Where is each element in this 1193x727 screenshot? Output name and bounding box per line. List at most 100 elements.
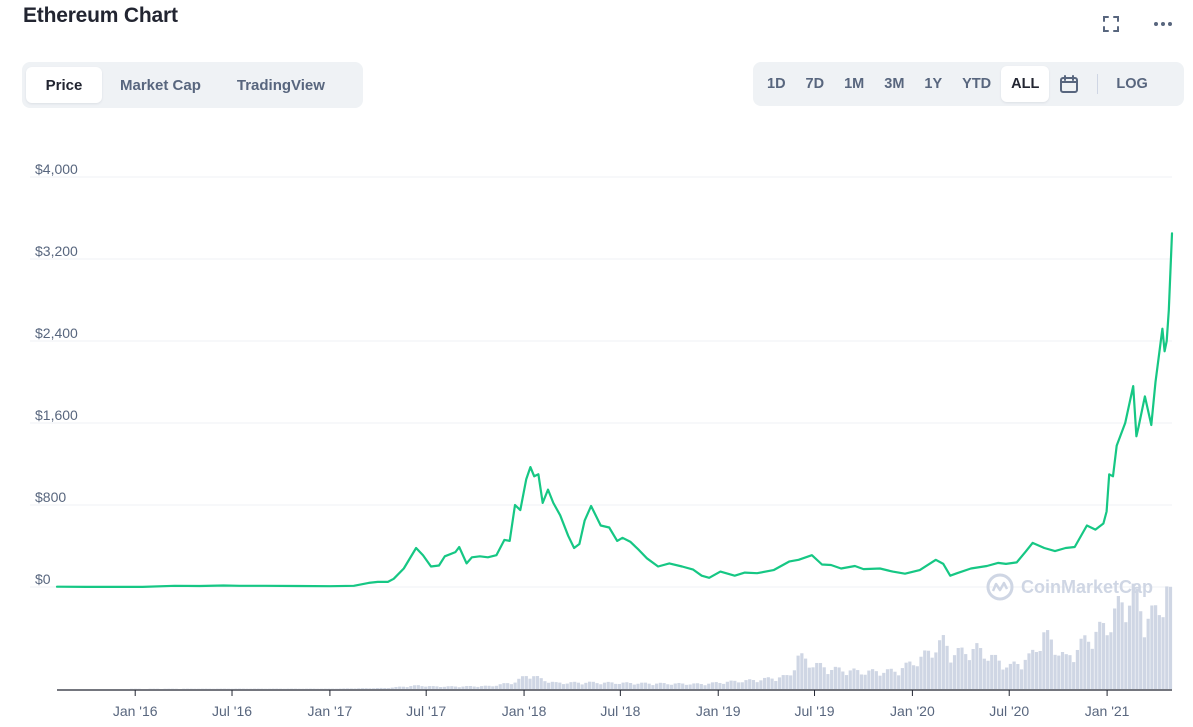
volume-bar (1049, 639, 1053, 689)
volume-bar (662, 683, 666, 689)
volume-bar (610, 682, 614, 689)
volume-bar (978, 648, 983, 689)
volume-bar (975, 643, 979, 689)
range-1m-button[interactable]: 1M (844, 76, 865, 92)
volume-bar (1157, 615, 1161, 689)
volume-bar (1146, 618, 1150, 689)
volume-bar (1098, 621, 1102, 689)
volume-bar (1068, 655, 1072, 689)
volume-bar (669, 684, 674, 689)
volume-bar (535, 676, 540, 689)
volume-bar (599, 684, 603, 689)
x-tick-label: Jul '16 (212, 703, 252, 719)
more-icon[interactable] (1151, 12, 1175, 36)
volume-bar (956, 648, 960, 689)
volume-bar (1120, 602, 1124, 689)
volume-bar (1154, 605, 1158, 689)
volume-bar (617, 683, 621, 689)
volume-bar (651, 685, 655, 689)
volume-bar (506, 683, 510, 689)
volume-bar (565, 683, 569, 689)
volume-bar (833, 666, 837, 689)
volume-bar (1001, 669, 1005, 689)
volume-bar (427, 686, 432, 689)
volume-bar (1072, 662, 1076, 689)
volume-bar (375, 688, 379, 689)
volume-bar (878, 675, 882, 689)
volume-bar (558, 682, 562, 689)
range-3m-button[interactable]: 3M (884, 76, 905, 92)
volume-bar (692, 683, 696, 689)
volume-bar (401, 686, 406, 689)
volume-bar (483, 685, 487, 689)
volume-bar (602, 682, 607, 689)
volume-bar (751, 680, 756, 689)
volume-bar (897, 675, 901, 689)
volume-bar (818, 662, 823, 689)
x-tick-label: Jan '20 (890, 703, 935, 719)
volume-bar (941, 635, 945, 689)
volume-bar (595, 683, 599, 689)
volume-bar (748, 679, 752, 689)
volume-bar (729, 680, 733, 689)
volume-bar (580, 684, 584, 689)
volume-bar (1038, 651, 1042, 689)
volume-bar (1113, 608, 1117, 689)
chart-type-tabs: Price Market Cap TradingView (22, 62, 363, 108)
volume-bar (584, 682, 588, 689)
volume-bar (803, 658, 808, 689)
volume-bar (494, 685, 499, 689)
time-range-selector: 1D 7D 1M 3M 1Y YTD ALL LOG (753, 62, 1184, 106)
tab-tradingview[interactable]: TradingView (236, 76, 325, 94)
volume-bar (424, 686, 428, 689)
volume-bar (528, 678, 532, 689)
volume-bar (904, 662, 908, 689)
range-7d-button[interactable]: 7D (805, 76, 825, 92)
y-tick-label: $1,600 (35, 407, 78, 423)
volume-bar (614, 683, 618, 689)
volume-bar (1150, 605, 1154, 689)
volume-bar (420, 686, 424, 689)
volume-bar (647, 683, 651, 689)
top-actions (1099, 12, 1175, 36)
volume-bar (491, 686, 495, 689)
range-1y-button[interactable]: 1Y (924, 76, 943, 92)
volume-bar (830, 669, 834, 689)
x-tick-label: Jan '21 (1085, 703, 1130, 719)
volume-bar (1101, 623, 1106, 689)
volume-bar (792, 670, 797, 689)
volume-bar (822, 667, 826, 689)
volume-bar (520, 676, 525, 689)
range-1d-button[interactable]: 1D (767, 76, 786, 92)
volume-bar (923, 650, 927, 689)
volume-bar (971, 648, 975, 689)
volume-bar (1165, 586, 1169, 689)
fullscreen-icon[interactable] (1099, 12, 1123, 36)
x-tick-label: Jan '16 (113, 703, 158, 719)
price-line (55, 232, 1174, 589)
range-ytd-button[interactable]: YTD (962, 76, 992, 92)
volume-bar (606, 681, 610, 689)
volume-bar (770, 678, 774, 689)
volume-bar (1042, 632, 1046, 689)
price-chart: $0 $800 $1,600 $2,400 $3,200 $4,000 Jan '16 Jul… (30, 161, 1174, 719)
volume-bar (703, 685, 707, 689)
volume-bar (1075, 649, 1080, 689)
volume-bar (815, 662, 819, 689)
volume-bar (856, 670, 860, 689)
volume-bar (952, 655, 957, 689)
volume-bar (763, 677, 767, 689)
log-scale-button[interactable]: LOG (1116, 76, 1148, 92)
volume-bar (439, 686, 443, 689)
tab-market-cap[interactable]: Market Cap (120, 76, 201, 94)
range-all-button[interactable]: ALL (1001, 66, 1050, 102)
volume-bar (472, 686, 476, 689)
tab-price[interactable]: Price (26, 67, 102, 103)
volume-bar (1031, 649, 1035, 689)
volume-bar (573, 681, 577, 689)
volume-bar (777, 677, 782, 689)
volume-bar (1027, 653, 1031, 689)
volume-bar (1105, 635, 1109, 689)
calendar-button[interactable] (1049, 66, 1089, 102)
volume-bar (807, 667, 811, 689)
